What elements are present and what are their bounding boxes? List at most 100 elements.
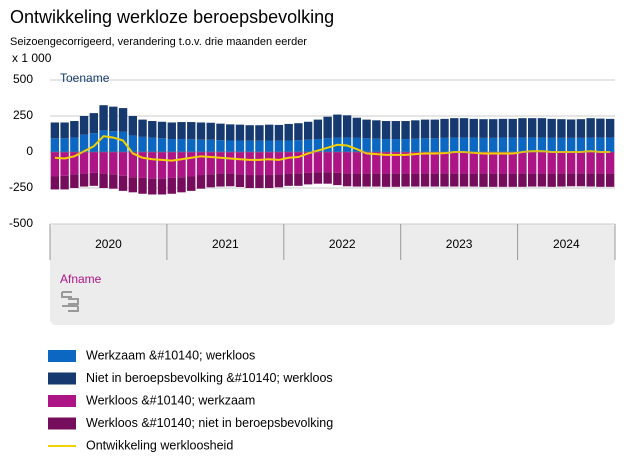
- bar-segment: [528, 173, 537, 187]
- bar-segment: [148, 152, 157, 179]
- bar-segment: [216, 152, 225, 174]
- bar-segment: [479, 173, 488, 187]
- bar-segment: [508, 137, 517, 152]
- bar-segment: [352, 117, 362, 138]
- bar-segment: [109, 152, 118, 175]
- bar-segment: [216, 123, 225, 141]
- bar-segment: [50, 122, 60, 139]
- bar-segment: [342, 152, 352, 174]
- bar-segment: [557, 137, 566, 152]
- bar-segment: [528, 118, 537, 138]
- bar-segment: [118, 108, 128, 132]
- bar-segment: [440, 173, 449, 187]
- bar-segment: [206, 152, 215, 175]
- bar-segment: [157, 178, 167, 195]
- bar-segment: [294, 140, 303, 152]
- bar-segment: [70, 174, 79, 188]
- bar-segment: [138, 136, 147, 152]
- bar-segment: [566, 137, 576, 152]
- bar-segment: [557, 173, 566, 187]
- bar-segment: [148, 121, 157, 138]
- bar-segment: [576, 119, 586, 138]
- bar-segment: [206, 174, 215, 188]
- bar-segment: [372, 152, 381, 174]
- bar-segment: [138, 177, 147, 194]
- bar-segment: [167, 122, 176, 140]
- bar-segment: [323, 152, 332, 173]
- bar-segment: [226, 124, 235, 141]
- bar-segment: [411, 120, 420, 139]
- bar-segment: [596, 152, 605, 174]
- bar-segment: [177, 152, 186, 178]
- bar-segment: [50, 152, 60, 177]
- x-tick-label: 2021: [212, 237, 239, 251]
- bar-segment: [440, 152, 449, 174]
- bar-segment: [79, 116, 89, 135]
- bar-segment: [508, 118, 517, 138]
- bar-segment: [50, 138, 60, 152]
- bar-segment: [352, 152, 362, 174]
- bar-segment: [313, 172, 323, 184]
- line: [54, 135, 611, 162]
- bar-segment: [479, 119, 488, 138]
- legend-label: Niet in beroepsbevolking &#10140; werklo…: [86, 371, 333, 385]
- bar-segment: [605, 173, 615, 187]
- legend-label: Werkloos &#10140; werkzaam: [86, 393, 255, 407]
- bar-segment: [196, 122, 206, 140]
- bar-segment: [323, 172, 332, 184]
- bar-segment: [430, 119, 439, 139]
- bar-segment: [89, 172, 99, 186]
- bar-segment: [187, 122, 196, 140]
- bar-segment: [342, 173, 352, 187]
- bar-segment: [547, 173, 556, 187]
- bar-segment: [557, 119, 566, 138]
- y-tick-label: 0: [26, 144, 33, 158]
- bar-segment: [333, 152, 342, 173]
- bar-segment: [537, 137, 547, 152]
- bar-segment: [264, 152, 274, 176]
- bar-segment: [469, 137, 478, 152]
- bar-segment: [128, 152, 137, 178]
- bar-segment: [187, 152, 196, 177]
- bar-segment: [313, 139, 323, 152]
- bar-segment: [362, 152, 371, 174]
- bar-segment: [109, 174, 118, 189]
- bar-segment: [206, 122, 215, 140]
- bar-segment: [89, 133, 99, 152]
- bar-segment: [89, 113, 99, 134]
- bar-segment: [401, 139, 410, 152]
- bar-segment: [362, 119, 371, 139]
- bar-segment: [255, 125, 264, 141]
- bar-segment: [138, 119, 147, 137]
- bar-segment: [323, 138, 332, 152]
- bar-segment: [109, 131, 118, 152]
- annotation: Toename: [60, 71, 110, 85]
- bar-segment: [508, 152, 517, 174]
- bar-segment: [518, 152, 527, 174]
- bar-segment: [99, 152, 108, 174]
- bar-segment: [294, 152, 303, 174]
- bar-segment: [235, 140, 245, 152]
- legend-label: Werkzaam &#10140; werkloos: [86, 348, 255, 362]
- chart-title: Ontwikkeling werkloze beroepsbevolking: [10, 7, 334, 27]
- bar-segment: [547, 137, 556, 152]
- bar-segment: [518, 137, 527, 152]
- bar-segment: [566, 119, 576, 138]
- bar-segment: [187, 139, 196, 152]
- bar-segment: [430, 138, 439, 152]
- bar-segment: [489, 173, 498, 187]
- bar-segment: [50, 176, 60, 190]
- y-tick-label: 500: [13, 72, 33, 86]
- bar-segment: [323, 116, 332, 139]
- bar-segment: [498, 173, 508, 187]
- bar-segment: [547, 152, 556, 174]
- bar-segment: [518, 118, 527, 138]
- bar-segment: [605, 152, 615, 174]
- bar-segment: [128, 177, 137, 193]
- bar-segment: [459, 118, 469, 138]
- bar-segment: [226, 140, 235, 152]
- bar-segment: [362, 173, 371, 187]
- bar-segment: [70, 121, 79, 138]
- bar-segment: [284, 123, 293, 141]
- bar-segment: [99, 173, 108, 188]
